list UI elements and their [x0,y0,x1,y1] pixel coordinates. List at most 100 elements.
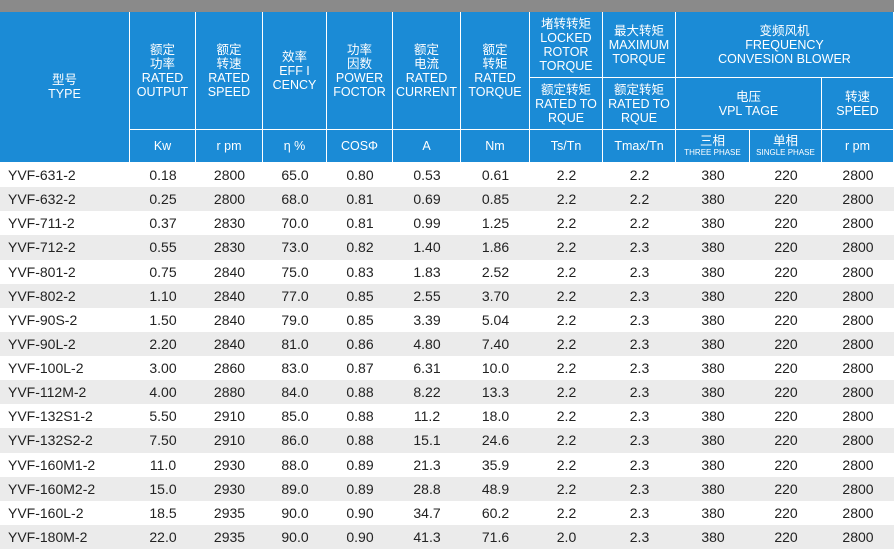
header-text: 变频风机 [759,23,810,38]
table-cell: 220 [774,360,798,377]
column-header: 额定 功率 RATED OUTPUT [130,12,196,130]
table-cell: YVF-160M2-2 [8,480,96,497]
table-cell: 83.0 [281,360,309,377]
table-cell: 10.0 [481,360,510,377]
header-text: Kw [153,139,172,153]
table-cell: 85.0 [281,408,309,425]
table-cell: 2.2 [556,408,577,425]
table-cell: 220 [774,263,798,280]
header-text: POWER [335,70,384,85]
table-cell: 2800 [842,384,874,401]
header-text: RATED [474,70,516,85]
header-text: 最大转矩 [613,23,664,38]
table-cell: YVF-180M-2 [8,528,88,545]
table-cell: 1.10 [149,287,177,304]
table-cell: 220 [774,480,798,497]
table-cell: 90.0 [281,504,309,521]
table-cell: 1.25 [481,215,510,232]
table-cell: YVF-711-2 [8,215,75,232]
table-cell: YVF-90S-2 [8,311,78,328]
table-cell: 2.3 [629,432,650,449]
header-text: 转速 [216,56,242,71]
table-cell: 2.3 [629,456,650,473]
table-cell: 220 [774,287,798,304]
table-row [0,356,894,381]
table-cell: 0.81 [346,215,374,232]
table-cell: 2.3 [629,335,650,352]
table-cell: 0.88 [346,408,374,425]
table-cell: 380 [701,239,725,256]
table-cell: 2.2 [629,191,650,208]
table-row [0,283,894,308]
table-cell: 380 [701,456,725,473]
table-row [0,380,894,405]
table-cell: 0.61 [481,167,510,184]
header-text: TORQUE [468,84,522,99]
table-cell: 2.2 [556,456,577,473]
table-cell: 2.3 [629,504,650,521]
header-text: 额定转矩 [540,82,591,97]
table-cell: 2800 [842,456,874,473]
table-cell: 220 [774,311,798,328]
table-cell: 0.37 [149,215,177,232]
table-cell: 68.0 [281,191,309,208]
column-header: 效率 EFF I CENCY [263,12,327,130]
table-cell: 220 [774,408,798,425]
table-cell: 84.0 [281,384,309,401]
table-cell: 2.2 [556,263,577,280]
table-row [0,452,894,477]
table-cell: 2840 [213,311,246,328]
table-cell: 0.81 [346,191,374,208]
table-cell: 380 [701,287,725,304]
table-cell: 2.20 [149,335,177,352]
table-cell: 2800 [842,360,874,377]
header-text: TORQUE [539,58,593,73]
header-text: 因数 [346,56,372,71]
table-cell: 220 [774,191,798,208]
table-cell: 2910 [213,432,246,449]
table-cell: 380 [701,335,725,352]
table-cell: 2800 [842,215,874,232]
table-cell: 2800 [842,287,874,304]
table-row [0,500,894,525]
table-cell: 7.40 [481,335,510,352]
table-cell: 0.89 [346,456,374,473]
unit-header: Kw [130,130,196,163]
table-cell: YVF-631-2 [8,167,76,184]
table-cell: 2.0 [556,528,577,545]
header-text: SPEED [836,103,879,118]
table-cell: 2800 [842,263,874,280]
table-cell: 2800 [842,432,874,449]
table-cell: 2.52 [481,263,510,280]
header-text: Nm [485,139,505,153]
table-cell: 0.55 [149,239,177,256]
table-cell: 2800 [842,191,874,208]
header-text: 转矩 [482,56,508,71]
table-cell: 2.3 [629,263,650,280]
table-cell: 0.69 [413,191,441,208]
table-cell: 380 [701,360,725,377]
column-header: 额定转矩 RATED TO RQUE [603,78,676,130]
table-cell: 0.83 [346,263,374,280]
table-cell: YVF-132S1-2 [8,408,93,425]
table-cell: 0.88 [346,432,374,449]
header-text: 电流 [413,56,439,71]
header-text: SPEED [207,84,251,99]
table-cell: YVF-160M1-2 [8,456,96,473]
header-text: MAXIMUM [608,37,670,52]
table-cell: 90.0 [281,528,309,545]
table-cell: 0.82 [346,239,374,256]
header-text: 堵转转矩 [540,16,591,31]
table-cell: 2.2 [629,167,650,184]
table-cell: 1.50 [149,311,177,328]
table-row [0,476,894,501]
table-cell: 2.3 [629,360,650,377]
table-cell: 0.85 [346,287,374,304]
table-cell: 0.80 [346,167,374,184]
table-cell: YVF-112M-2 [8,384,87,401]
table-cell: 71.6 [481,528,510,545]
table-row [0,307,894,332]
top-bar [0,0,894,12]
table-cell: 2910 [213,408,246,425]
